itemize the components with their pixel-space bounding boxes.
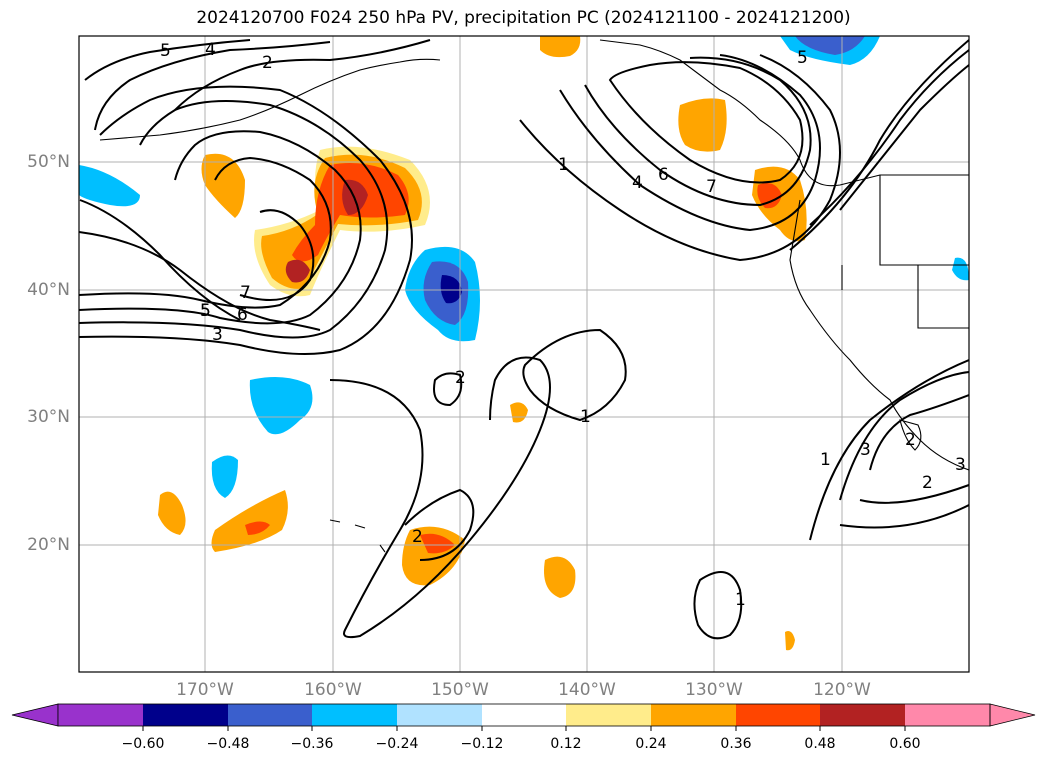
precip-positive-region [510, 402, 528, 423]
map-title: 2024120700 F024 250 hPa PV, precipitatio… [196, 8, 851, 28]
colorbar-tick-label: −0.36 [290, 736, 334, 752]
contour-label: 5 [160, 41, 171, 61]
contour-label: 2 [455, 368, 466, 388]
contour-label: 2 [412, 527, 423, 547]
precip-negative-region [249, 376, 313, 435]
precip-positive-region [201, 153, 245, 218]
contour-label: 3 [860, 440, 871, 460]
contour-label: 7 [706, 177, 717, 197]
lat-label: 40°N [27, 280, 70, 300]
map-frame [78, 35, 970, 673]
precip-positive-region [158, 491, 186, 535]
lat-label: 50°N [27, 152, 70, 172]
colorbar-segment [397, 704, 482, 726]
precip-positive-region [540, 36, 581, 58]
colorbar-segment [566, 704, 651, 726]
colorbar-tick-label: 0.48 [804, 736, 836, 752]
precipitation-shading [79, 36, 969, 651]
precip-positive-region [785, 631, 795, 651]
precip-positive-region [245, 521, 270, 535]
colorbar-segment [58, 704, 143, 726]
precip-negative-region [795, 36, 865, 55]
gridlines [79, 36, 969, 672]
precip-positive-region [211, 490, 288, 552]
contour-label: 1 [820, 450, 831, 470]
contour-label: 2 [905, 430, 916, 450]
contour-label: 5 [797, 48, 808, 68]
colorbar-segment [482, 704, 566, 726]
colorbar-tick-label: −0.24 [375, 736, 419, 752]
colorbar-tick-label: 0.60 [889, 736, 921, 752]
contour-label: 7 [240, 283, 251, 303]
precip-negative-region [952, 257, 969, 281]
colorbar-segment [228, 704, 312, 726]
colorbar-tick-label: −0.12 [460, 736, 504, 752]
colorbar-tick-label: 0.12 [550, 736, 582, 752]
contour-label: 1 [735, 590, 746, 610]
contour-label: 6 [658, 165, 669, 185]
precip-positive-region [285, 259, 310, 283]
lon-label: 140°W [558, 680, 616, 700]
colorbar-segment [905, 704, 990, 726]
contour-label: 5 [200, 301, 211, 321]
colorbar-tick-label: 0.24 [635, 736, 667, 752]
contour-label: 1 [558, 155, 569, 175]
contour-label: 4 [205, 40, 216, 60]
colorbar-segment [736, 704, 820, 726]
contour-label: 4 [632, 173, 643, 193]
lon-label: 120°W [813, 680, 871, 700]
pv-contours [79, 39, 969, 640]
precip-positive-region [420, 533, 455, 554]
contour-label: 5 [200, 301, 211, 321]
precip-positive-region [544, 556, 576, 598]
lon-label: 170°W [176, 680, 234, 700]
contour-label: 3 [212, 325, 223, 345]
contour-label: 6 [237, 305, 248, 325]
colorbar-segment [143, 704, 228, 726]
contour-label: 1 [580, 407, 591, 427]
lat-label: 30°N [27, 407, 70, 427]
precip-positive-region [678, 98, 727, 152]
contour-label: 3 [955, 455, 966, 475]
contour-labels: 5 4 2 5 1 4 6 7 5 7 6 5 3 2 1 2 1 3 2 1 … [160, 40, 966, 610]
colorbar-tick-label: 0.36 [720, 736, 752, 752]
coastlines [99, 39, 969, 553]
contour-label: 2 [262, 53, 273, 73]
colorbar [11, 703, 1036, 731]
colorbar-max-extend [989, 703, 1036, 727]
colorbar-min-extend [11, 703, 59, 727]
colorbar-tick-label: −0.60 [121, 736, 165, 752]
lon-label: 130°W [685, 680, 743, 700]
colorbar-tick-label: −0.48 [206, 736, 250, 752]
precip-positive-region [757, 182, 782, 209]
precip-negative-region [211, 455, 238, 498]
contour-label: 2 [922, 473, 933, 493]
lon-label: 150°W [431, 680, 489, 700]
lat-label: 20°N [27, 535, 70, 555]
colorbar-segment [820, 704, 905, 726]
colorbar-segment [651, 704, 736, 726]
precip-negative-region [79, 165, 140, 207]
precip-negative-region [440, 275, 462, 304]
colorbar-segment [312, 704, 397, 726]
lon-label: 160°W [304, 680, 362, 700]
